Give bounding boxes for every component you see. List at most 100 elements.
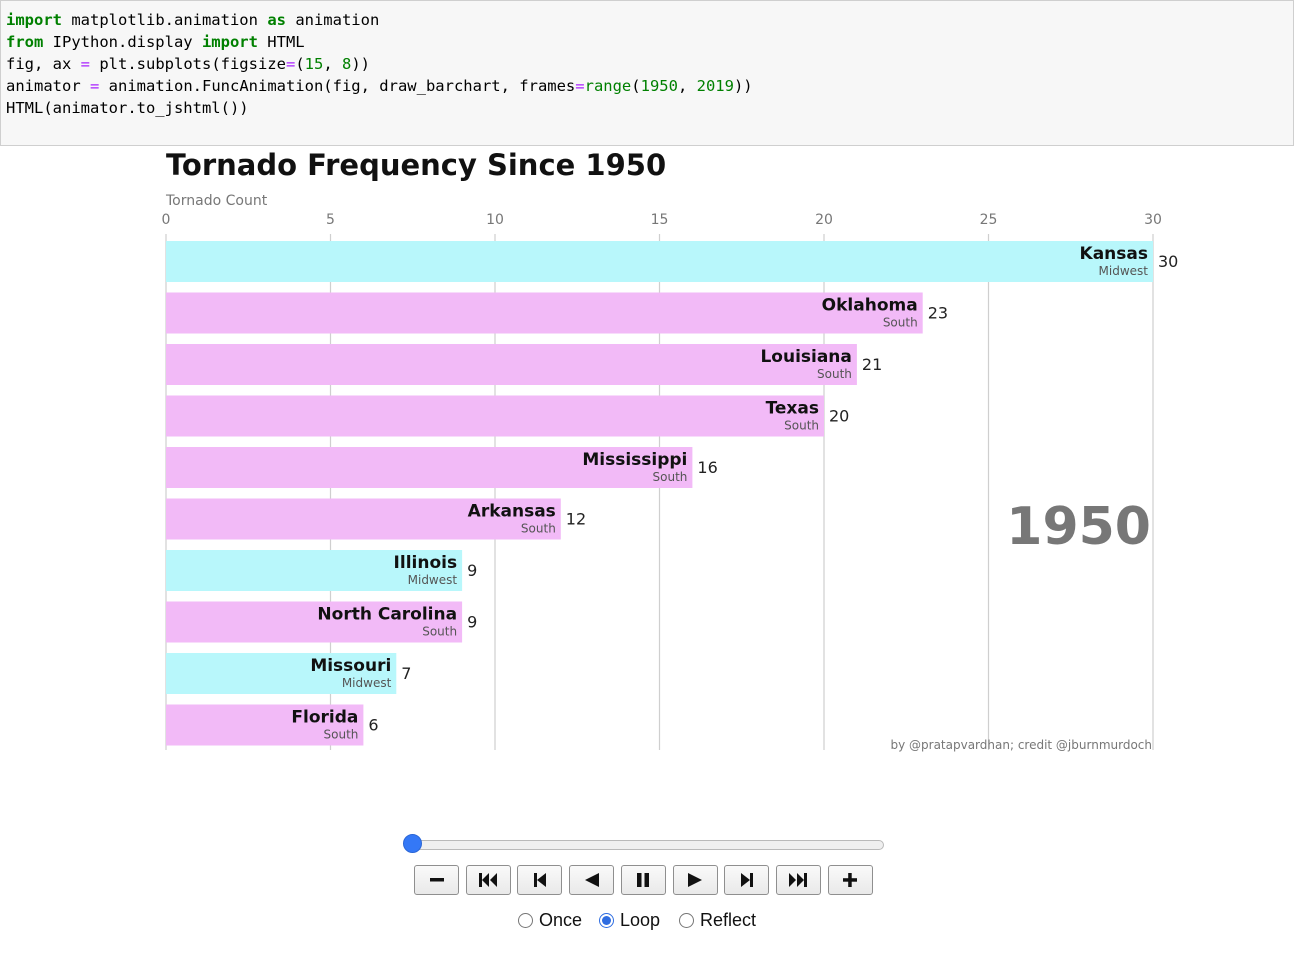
- x-tick-label: 5: [326, 212, 335, 228]
- bar: [166, 498, 561, 540]
- last-frame-button[interactable]: [775, 865, 821, 895]
- code-cell[interactable]: import matplotlib.animation as animation…: [0, 0, 1294, 146]
- bar-value-label: 30: [1158, 252, 1178, 271]
- bar-state-label: Missouri: [310, 656, 391, 676]
- bar-chart-race-figure: Tornado Frequency Since 1950 Tornado Cou…: [162, 148, 1179, 752]
- code-token: =: [285, 55, 296, 73]
- code-token: ,: [323, 55, 342, 73]
- bar-state-label: Illinois: [394, 553, 458, 573]
- bar-value-label: 12: [566, 510, 586, 529]
- code-token: range: [584, 77, 632, 95]
- bar-region-label: South: [324, 728, 359, 742]
- code-token: import: [201, 33, 258, 51]
- bar: [166, 601, 463, 643]
- radio-button[interactable]: [679, 913, 694, 928]
- bar-state-label: Florida: [291, 708, 358, 728]
- bar-value-label: 16: [697, 458, 717, 477]
- bar-region-label: South: [883, 316, 918, 330]
- code-token: 15: [304, 55, 324, 73]
- code-token: HTML(animator.to_jshtml()): [6, 99, 249, 117]
- frame-slider[interactable]: [403, 834, 884, 853]
- code-token: =: [575, 77, 585, 95]
- code-line: from IPython.display import HTML: [6, 33, 305, 51]
- pause-button[interactable]: [620, 865, 666, 895]
- bar-region-label: South: [817, 367, 852, 381]
- first-frame-button[interactable]: [465, 865, 511, 895]
- plus-icon: [843, 873, 858, 887]
- code-token: )): [733, 77, 753, 95]
- bar: [166, 704, 364, 746]
- code-token: fig, ax: [6, 55, 81, 73]
- code-token: animator: [6, 77, 90, 95]
- code-line: animator = animation.FuncAnimation(fig, …: [6, 77, 753, 95]
- play-icon: [688, 873, 702, 887]
- bar: [166, 344, 857, 385]
- x-tick-label: 20: [815, 212, 833, 228]
- code-token: 2019: [696, 77, 734, 95]
- bar-region-label: South: [784, 419, 819, 433]
- x-tick-label: 0: [162, 212, 171, 228]
- code-line: import matplotlib.animation as animation: [6, 11, 379, 29]
- mode-option-reflect[interactable]: Reflect: [679, 910, 756, 931]
- x-axis-ticks: 0 5 10 15 20 25 30: [162, 212, 1162, 228]
- year-label: 1950: [1006, 497, 1151, 557]
- bar-region-label: South: [653, 470, 688, 484]
- x-tick-label: 25: [980, 212, 998, 228]
- next-frame-button[interactable]: [724, 865, 770, 895]
- minus-icon: [429, 878, 444, 882]
- chart-title: Tornado Frequency Since 1950: [166, 148, 666, 182]
- bar: [166, 395, 824, 437]
- bar-state-label: Arkansas: [468, 502, 556, 522]
- code-token: as: [267, 11, 286, 29]
- bar-state-label: Louisiana: [760, 347, 851, 367]
- code-token: import: [6, 11, 62, 29]
- bar-value-label: 6: [368, 716, 378, 735]
- bar-state-label: Texas: [766, 399, 819, 419]
- bar-state-label: Kansas: [1080, 244, 1148, 264]
- radio-button[interactable]: [599, 913, 614, 928]
- code-token: animation: [285, 11, 380, 29]
- bar: [166, 292, 923, 334]
- mode-option-once[interactable]: Once: [518, 910, 582, 931]
- play-button[interactable]: [672, 865, 718, 895]
- code-token: IPython.display: [43, 33, 202, 51]
- mode-label: Loop: [620, 910, 661, 930]
- bar-region-label: Midwest: [1099, 264, 1149, 278]
- bar-state-label: Mississippi: [582, 450, 687, 470]
- code-editor[interactable]: import matplotlib.animation as animation…: [6, 9, 753, 119]
- play-reverse-button[interactable]: [569, 865, 615, 895]
- mode-option-loop[interactable]: Loop: [599, 910, 660, 931]
- code-token: matplotlib.animation: [62, 11, 268, 29]
- previous-frame-icon: [533, 873, 546, 887]
- mode-label: Reflect: [700, 910, 757, 930]
- mode-label: Once: [539, 910, 583, 930]
- code-token: =: [90, 77, 100, 95]
- code-token: animation.FuncAnimation(fig, draw_barcha…: [99, 77, 576, 95]
- bar-value-label: 23: [928, 304, 948, 323]
- decrease-speed-button[interactable]: [414, 865, 459, 895]
- bar-region-label: Midwest: [342, 676, 392, 690]
- increase-speed-button[interactable]: [827, 865, 873, 895]
- code-token: plt.subplots(figsize: [90, 55, 286, 73]
- pause-icon: [637, 873, 650, 887]
- code-token: 8: [342, 55, 352, 73]
- radio-button[interactable]: [518, 913, 533, 928]
- bar-region-label: South: [422, 625, 457, 639]
- slider-track[interactable]: [404, 840, 884, 850]
- slider-thumb[interactable]: [403, 834, 422, 853]
- x-tick-label: 15: [651, 212, 669, 228]
- code-token: (: [631, 77, 641, 95]
- code-line: fig, ax = plt.subplots(figsize=(15, 8)): [6, 55, 370, 73]
- code-line: HTML(animator.to_jshtml()): [6, 99, 249, 117]
- previous-frame-button[interactable]: [517, 865, 563, 895]
- bar: [166, 653, 397, 694]
